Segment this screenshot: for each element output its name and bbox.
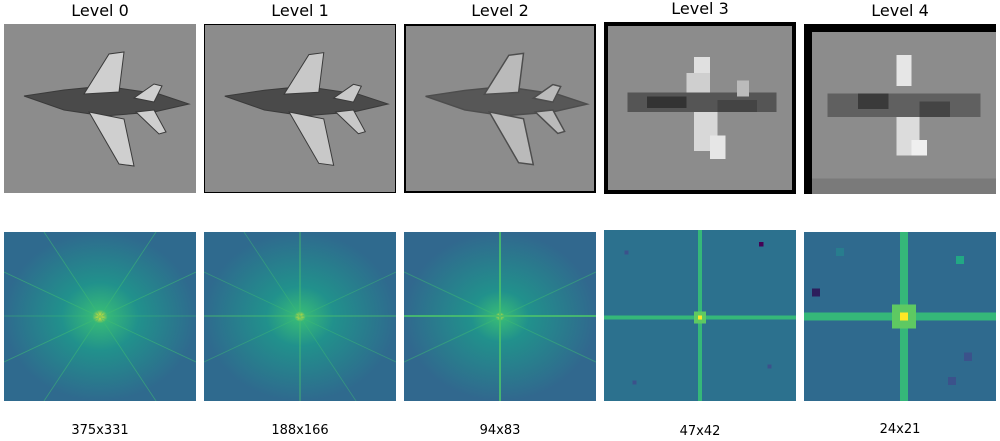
jet-silhouette xyxy=(23,51,191,167)
level-size: 24x21 xyxy=(879,422,921,437)
spectrum-level-3 xyxy=(604,230,796,401)
spectrum-level-4 xyxy=(804,232,996,401)
level-size: 47x42 xyxy=(679,424,721,439)
jet-image-level-4 xyxy=(804,24,996,194)
jet-silhouette-pixelated xyxy=(827,55,981,156)
level-size: 375x331 xyxy=(71,423,129,438)
level-title: Level 4 xyxy=(871,1,929,20)
level-title: Level 2 xyxy=(471,1,529,20)
jet-image-level-2 xyxy=(404,24,596,193)
level-column-3: Level 3 xyxy=(600,0,800,441)
level-size: 188x166 xyxy=(271,423,329,438)
spectrum-level-2 xyxy=(404,232,596,401)
level-column-4: Level 4 24x21 xyxy=(800,0,1000,441)
jet-image-level-0 xyxy=(4,24,196,193)
spectrum-level-0 xyxy=(4,232,196,401)
level-column-1: Level 1 xyxy=(200,0,400,441)
level-column-2: Level 2 xyxy=(400,0,600,441)
level-title: Level 1 xyxy=(271,1,329,20)
jet-silhouette xyxy=(425,52,590,166)
jet-silhouette-pixelated xyxy=(627,57,777,159)
jet-image-level-3 xyxy=(604,22,796,194)
level-title: Level 3 xyxy=(671,0,729,18)
jet-image-level-1 xyxy=(204,24,396,193)
level-size: 94x83 xyxy=(479,423,521,438)
spectrum-level-1 xyxy=(204,232,396,401)
level-title: Level 0 xyxy=(71,1,129,20)
level-column-0: Level 0 xyxy=(0,0,200,441)
jet-silhouette xyxy=(224,52,390,166)
